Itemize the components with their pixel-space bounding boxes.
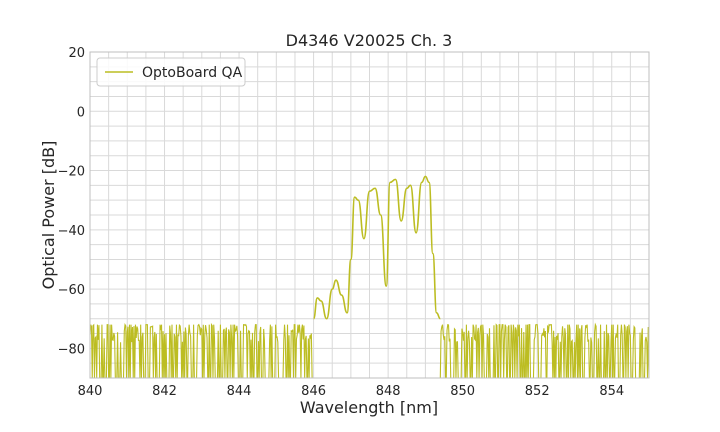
x-tick-label: 850 bbox=[450, 384, 475, 399]
x-tick-label: 844 bbox=[227, 384, 252, 399]
chart-title: D4346 V20025 Ch. 3 bbox=[286, 31, 453, 50]
legend-label: OptoBoard QA bbox=[142, 65, 243, 81]
y-tick-label: −80 bbox=[58, 342, 85, 357]
x-tick-labels: 840 842 844 846 848 850 852 854 bbox=[78, 384, 625, 399]
y-tick-label: 0 bbox=[77, 105, 85, 120]
y-tick-label: 20 bbox=[68, 46, 85, 61]
y-tick-label: −60 bbox=[58, 283, 85, 298]
x-tick-label: 848 bbox=[376, 384, 401, 399]
plot-frame bbox=[89, 51, 650, 379]
series-line-optoboard-qa bbox=[312, 175, 441, 320]
y-tick-label: −40 bbox=[58, 224, 85, 239]
x-axis-label: Wavelength [nm] bbox=[300, 398, 438, 417]
y-axis-label: Optical Power [dB] bbox=[39, 141, 58, 290]
x-tick-label: 852 bbox=[525, 384, 550, 399]
x-tick-label: 846 bbox=[301, 384, 326, 399]
x-tick-label: 842 bbox=[152, 384, 177, 399]
y-tick-label: −20 bbox=[58, 165, 85, 180]
y-tick-labels: 20 0 −20 −40 −60 −80 bbox=[58, 46, 85, 357]
legend: OptoBoard QA bbox=[96, 57, 246, 87]
noise-floor-trace bbox=[89, 322, 314, 379]
grid bbox=[89, 51, 650, 379]
legend-box bbox=[96, 57, 246, 87]
x-tick-label: 840 bbox=[78, 384, 103, 399]
x-tick-label: 854 bbox=[599, 384, 624, 399]
